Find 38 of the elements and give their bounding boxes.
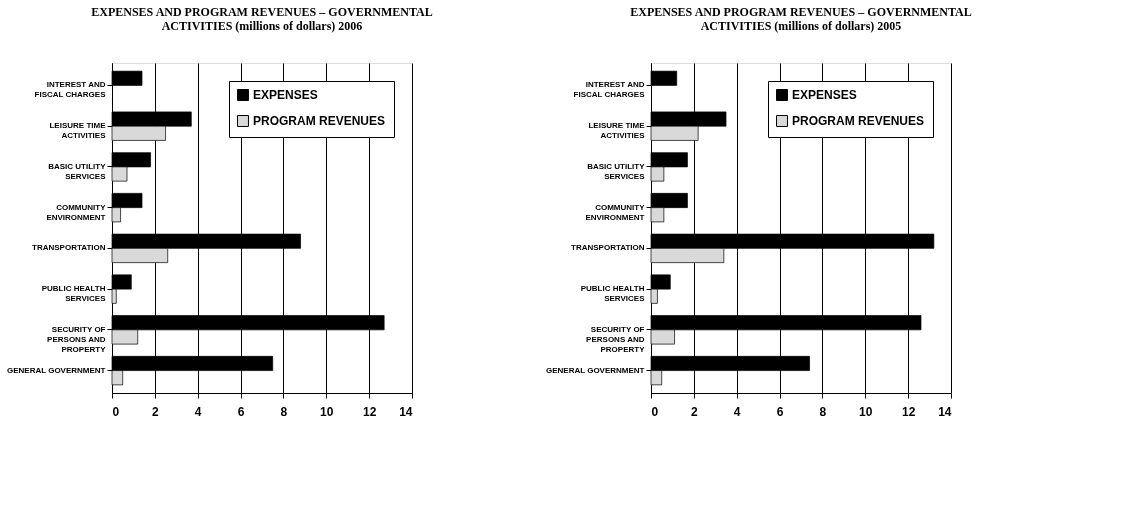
legend-label: PROGRAM REVENUES (792, 114, 925, 128)
y-tick-label: PUBLIC HEALTH SERVICES (580, 284, 646, 304)
y-tick-label: PUBLIC HEALTH SERVICES (41, 284, 107, 304)
x-tick-label: 10 (859, 404, 873, 419)
y-tick-label: TRANSPORTATION (32, 243, 106, 253)
x-tick-label: 8 (819, 404, 827, 419)
x-tick-label: 6 (237, 404, 245, 419)
x-tick-label: 14 (399, 404, 413, 419)
y-tick-label: INTEREST AND FISCAL CHARGES (34, 80, 107, 100)
y-tick-label: SECURITY OF PERSONS AND PROPERTY (586, 324, 646, 354)
x-tick-label: 2 (691, 404, 699, 419)
x-tick-label: 12 (901, 404, 916, 419)
y-tick-label: COMMUNITY ENVIRONMENT (585, 202, 646, 222)
y-tick-label: BASIC UTILITY SERVICES (587, 161, 646, 181)
y-tick-label: COMMUNITY ENVIRONMENT (46, 202, 107, 222)
y-tick-label: LEISURE TIME ACTIVITIES (588, 121, 646, 141)
legend-label: EXPENSES (792, 88, 857, 102)
chart-title: EXPENSES AND PROGRAM REVENUES – GOVERNMENTAL ACTIVITIES (millions of dollars) 2006 (91, 5, 433, 33)
chart-title: EXPENSES AND PROGRAM REVENUES – GOVERNMENTAL ACTIVITIES (millions of dollars) 2005 (630, 5, 972, 33)
x-tick-label: 10 (320, 404, 334, 419)
y-tick-label: TRANSPORTATION (571, 243, 645, 253)
y-tick-label: BASIC UTILITY SERVICES (48, 161, 107, 181)
y-tick-label: SECURITY OF PERSONS AND PROPERTY (47, 324, 107, 354)
x-tick-label: 8 (280, 404, 288, 419)
y-tick-label: INTEREST AND FISCAL CHARGES (573, 80, 646, 100)
x-tick-label: 0 (112, 404, 120, 419)
legend-label: EXPENSES (253, 88, 318, 102)
y-tick-label: LEISURE TIME ACTIVITIES (49, 121, 107, 141)
y-tick-label: GENERAL GOVERNMENT (6, 365, 106, 375)
x-tick-label: 0 (651, 404, 659, 419)
x-tick-label: 14 (938, 404, 952, 419)
x-tick-label: 4 (733, 404, 741, 419)
x-tick-label: 6 (776, 404, 784, 419)
x-tick-label: 12 (362, 404, 377, 419)
y-tick-label: GENERAL GOVERNMENT (545, 365, 645, 375)
legend-label: PROGRAM REVENUES (253, 114, 386, 128)
x-tick-label: 4 (194, 404, 202, 419)
x-tick-label: 2 (152, 404, 160, 419)
